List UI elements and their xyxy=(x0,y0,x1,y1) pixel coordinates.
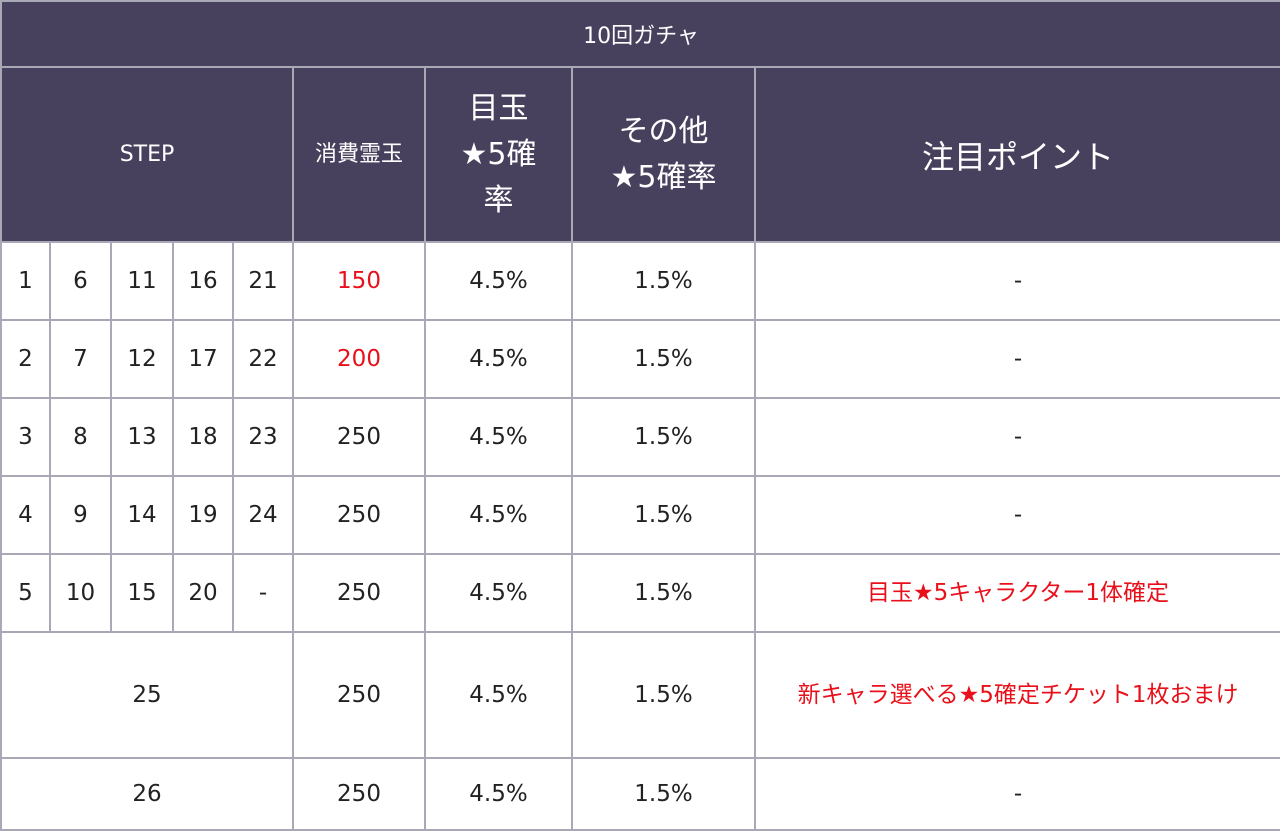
step-cell: 13 xyxy=(110,397,174,477)
table-row: 26 250 4.5% 1.5% - xyxy=(0,757,1280,831)
step-cell: 9 xyxy=(49,475,112,555)
step-header: STEP xyxy=(0,66,294,243)
step-cell: 11 xyxy=(110,241,174,321)
step-cell: 3 xyxy=(0,397,51,477)
other-rate-header: その他★5確率 xyxy=(571,66,756,243)
table-row: 2 7 12 17 22 200 4.5% 1.5% - xyxy=(0,319,1280,399)
cost-cell: 250 xyxy=(292,397,426,477)
step-cell: 22 xyxy=(232,319,294,399)
step-cell: 23 xyxy=(232,397,294,477)
step-cell: 25 xyxy=(0,631,294,759)
step-cell: 14 xyxy=(110,475,174,555)
step-cell: 1 xyxy=(0,241,51,321)
featured-rate-cell: 4.5% xyxy=(424,397,573,477)
step-cell: 2 xyxy=(0,319,51,399)
point-cell: - xyxy=(753,397,1280,477)
other-rate-cell: 1.5% xyxy=(571,631,756,759)
featured-rate-cell: 4.5% xyxy=(424,319,573,399)
step-cell: 24 xyxy=(232,475,294,555)
table-row: 5 10 15 20 - 250 4.5% 1.5% 目玉★5キャラクター1体確… xyxy=(0,553,1280,633)
point-cell: 新キャラ選べる★5確定チケット1枚おまけ xyxy=(753,631,1280,759)
table-row: 4 9 14 19 24 250 4.5% 1.5% - xyxy=(0,475,1280,555)
cost-cell: 150 xyxy=(292,241,426,321)
featured-rate-cell: 4.5% xyxy=(424,757,573,831)
table-row: 1 6 11 16 21 150 4.5% 1.5% - xyxy=(0,241,1280,321)
step-cell: 17 xyxy=(172,319,234,399)
point-cell: - xyxy=(753,241,1280,321)
step-cell: 20 xyxy=(172,553,234,633)
other-rate-cell: 1.5% xyxy=(571,319,756,399)
step-cell: 7 xyxy=(49,319,112,399)
featured-rate-header: 目玉★5確率 xyxy=(424,66,573,243)
other-rate-cell: 1.5% xyxy=(571,475,756,555)
point-cell: 目玉★5キャラクター1体確定 xyxy=(753,553,1280,633)
step-cell: 16 xyxy=(172,241,234,321)
step-cell: 21 xyxy=(232,241,294,321)
step-cell: 15 xyxy=(110,553,174,633)
featured-rate-cell: 4.5% xyxy=(424,475,573,555)
other-rate-cell: 1.5% xyxy=(571,757,756,831)
header-row: STEP 消費霊玉 目玉★5確率 その他★5確率 注目ポイント xyxy=(0,66,1280,243)
other-rate-cell: 1.5% xyxy=(571,553,756,633)
cost-cell: 200 xyxy=(292,319,426,399)
cost-header: 消費霊玉 xyxy=(292,66,426,243)
cost-cell: 250 xyxy=(292,757,426,831)
other-rate-cell: 1.5% xyxy=(571,241,756,321)
featured-rate-cell: 4.5% xyxy=(424,241,573,321)
other-rate-cell: 1.5% xyxy=(571,397,756,477)
step-cell: 6 xyxy=(49,241,112,321)
step-cell: 12 xyxy=(110,319,174,399)
step-cell: 8 xyxy=(49,397,112,477)
cost-cell: 250 xyxy=(292,475,426,555)
step-cell: 5 xyxy=(0,553,51,633)
point-cell: - xyxy=(753,757,1280,831)
table-row: 3 8 13 18 23 250 4.5% 1.5% - xyxy=(0,397,1280,477)
step-cell: 4 xyxy=(0,475,51,555)
step-cell: 19 xyxy=(172,475,234,555)
cost-cell: 250 xyxy=(292,631,426,759)
point-header: 注目ポイント xyxy=(753,66,1280,243)
step-cell: 26 xyxy=(0,757,294,831)
point-cell: - xyxy=(753,319,1280,399)
featured-rate-cell: 4.5% xyxy=(424,553,573,633)
table-title: 10回ガチャ xyxy=(0,0,1280,68)
cost-cell: 250 xyxy=(292,553,426,633)
step-cell: - xyxy=(232,553,294,633)
featured-rate-cell: 4.5% xyxy=(424,631,573,759)
step-cell: 18 xyxy=(172,397,234,477)
table-row: 25 250 4.5% 1.5% 新キャラ選べる★5確定チケット1枚おまけ xyxy=(0,631,1280,759)
step-cell: 10 xyxy=(49,553,112,633)
point-cell: - xyxy=(753,475,1280,555)
